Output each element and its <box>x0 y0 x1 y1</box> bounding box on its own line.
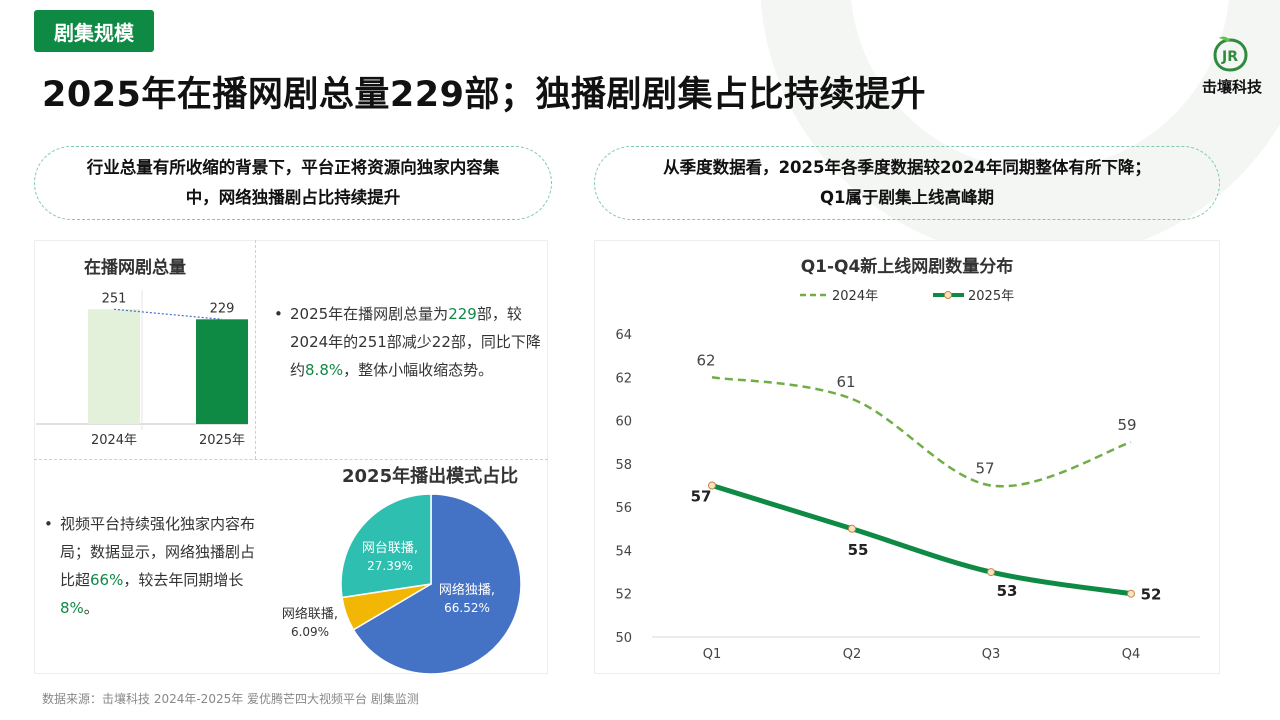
highlight-total: 229 <box>448 305 477 323</box>
page-title: 2025年在播网剧总量229部；独播剧剧集占比持续提升 <box>42 75 926 115</box>
summary-left-line1: 行业总量有所收缩的背景下，平台正将资源向独家内容集 <box>86 158 500 177</box>
x-tick-label-2: Q3 <box>982 647 1001 662</box>
pie-chart-title: 2025年播出模式占比 <box>342 466 519 487</box>
bullet-dot: • <box>274 305 283 323</box>
pie-slice-2 <box>340 493 432 599</box>
pie-slice-name-1: 网络联播, <box>282 606 338 622</box>
logo-icon: JR <box>1213 36 1248 72</box>
pie-chart: 网络独播, 66.52% 网络联播, 6.09% 网台联播, 27.39% <box>282 493 522 674</box>
data-label-2024-1: 61 <box>836 373 855 391</box>
y-tick-label-6: 62 <box>615 371 632 386</box>
pie-slice-value-0: 66.52% <box>444 601 490 615</box>
summary-pill-left: 行业总量有所收缩的背景下，平台正将资源向独家内容集 中，网络独播剧占比持续提升 <box>34 146 552 220</box>
bullet-exclusive-summary: • 视频平台持续强化独家内容布局；数据显示，网络独播剧占比超66%，较去年同期增长… <box>44 510 256 622</box>
x-tick-label-3: Q4 <box>1122 647 1141 662</box>
data-label-2024-3: 59 <box>1117 416 1136 434</box>
x-tick-label-0: Q1 <box>703 647 722 662</box>
legend-marker-2025 <box>944 291 952 299</box>
data-label-2025-1: 55 <box>848 541 869 559</box>
legend-label-2024: 2024年 <box>832 289 878 304</box>
y-tick-label-4: 58 <box>615 458 632 473</box>
pie-slice-0 <box>352 493 522 674</box>
data-label-2024-0: 62 <box>696 351 715 369</box>
section-tag: 剧集规模 <box>34 10 154 52</box>
data-label-2025-2: 53 <box>997 582 1018 600</box>
summary-right-line2: Q1属于剧集上线高峰期 <box>819 188 994 207</box>
y-tick-label-3: 56 <box>615 501 632 516</box>
line-chart-title: Q1-Q4新上线网剧数量分布 <box>801 256 1014 277</box>
data-point-2025-0 <box>708 481 716 490</box>
legend-label-2025: 2025年 <box>968 289 1014 304</box>
panel-divider-horizontal <box>34 459 548 460</box>
y-tick-label-5: 60 <box>615 415 632 430</box>
bar-chart: 251 2024年 229 2025年 <box>36 290 248 448</box>
y-tick-label-0: 50 <box>615 631 632 646</box>
logo-mark-text: JR <box>1221 49 1238 65</box>
bar-chart-title: 在播网剧总量 <box>84 258 186 278</box>
y-tick-label-7: 64 <box>615 328 632 343</box>
bar-value-label-1: 229 <box>210 301 235 316</box>
pie-slice-name-2: 网台联播, <box>362 541 418 556</box>
series-line-2024 <box>711 376 1132 488</box>
bar-1 <box>196 319 248 424</box>
pie-slice-name-0: 网络独播, <box>439 582 495 598</box>
highlight-decline: 8.8% <box>305 361 344 379</box>
bar-category-label-0: 2024年 <box>91 433 137 448</box>
bar-0 <box>88 309 140 424</box>
bar-value-label-0: 251 <box>102 291 127 306</box>
highlight-exclusive-share: 66% <box>90 571 124 589</box>
logo-text: 击壤科技 <box>1201 78 1262 96</box>
data-point-2025-2 <box>987 568 995 577</box>
bullet-total-summary: • 2025年在播网剧总量为229部，较2024年的251部减少22部，同比下降约… <box>274 300 546 384</box>
data-point-2025-3 <box>1127 589 1135 598</box>
bullet-dot: • <box>44 515 53 533</box>
data-label-2025-0: 57 <box>691 488 712 506</box>
y-tick-label-2: 54 <box>615 544 632 559</box>
x-tick-label-1: Q2 <box>843 647 862 662</box>
summary-right-line1: 从季度数据看，2025年各季度数据较2024年同期整体有所下降； <box>663 158 1151 177</box>
data-label-2024-2: 57 <box>975 460 994 478</box>
data-source: 数据来源：击壤科技 2024年-2025年 爱优腾芒四大视频平台 剧集监测 <box>42 692 419 706</box>
highlight-growth: 8% <box>60 599 84 617</box>
panel-divider-vertical <box>255 240 256 459</box>
y-tick-label-1: 52 <box>615 588 632 603</box>
bar-category-label-1: 2025年 <box>199 433 245 448</box>
summary-left-line2: 中，网络独播剧占比持续提升 <box>185 188 401 207</box>
pie-slice-value-2: 27.39% <box>367 559 413 573</box>
logo: JR 击壤科技 <box>1192 34 1272 96</box>
series-line-2025 <box>711 483 1132 597</box>
pie-slice-value-1: 6.09% <box>291 625 329 639</box>
line-chart: Q1-Q4新上线网剧数量分布 2024年 2025年 50 52 54 56 58 60 62 64… <box>615 256 1200 662</box>
data-point-2025-1 <box>848 524 856 533</box>
summary-pill-right: 从季度数据看，2025年各季度数据较2024年同期整体有所下降； Q1属于剧集上… <box>594 146 1220 220</box>
data-label-2025-3: 52 <box>1141 586 1162 604</box>
right-panel <box>594 240 1220 674</box>
